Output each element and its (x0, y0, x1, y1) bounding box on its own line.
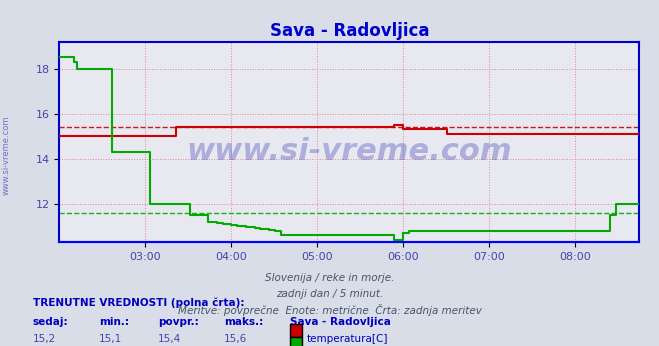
Text: povpr.:: povpr.: (158, 317, 199, 327)
Text: Meritve: povprečne  Enote: metrične  Črta: zadnja meritev: Meritve: povprečne Enote: metrične Črta:… (177, 304, 482, 317)
Text: Sava - Radovljica: Sava - Radovljica (290, 317, 391, 327)
Text: 15,1: 15,1 (99, 334, 122, 344)
Text: min.:: min.: (99, 317, 129, 327)
Text: www.si-vreme.com: www.si-vreme.com (186, 137, 512, 166)
Text: zadnji dan / 5 minut.: zadnji dan / 5 minut. (276, 289, 383, 299)
Title: Sava - Radovljica: Sava - Radovljica (270, 22, 429, 40)
Text: Slovenija / reke in morje.: Slovenija / reke in morje. (265, 273, 394, 283)
Text: 15,6: 15,6 (224, 334, 247, 344)
Text: temperatura[C]: temperatura[C] (306, 334, 388, 344)
Text: maks.:: maks.: (224, 317, 264, 327)
Text: 15,4: 15,4 (158, 334, 181, 344)
Text: sedaj:: sedaj: (33, 317, 69, 327)
Text: www.si-vreme.com: www.si-vreme.com (2, 116, 11, 195)
Text: 15,2: 15,2 (33, 334, 56, 344)
Text: TRENUTNE VREDNOSTI (polna črta):: TRENUTNE VREDNOSTI (polna črta): (33, 298, 244, 308)
